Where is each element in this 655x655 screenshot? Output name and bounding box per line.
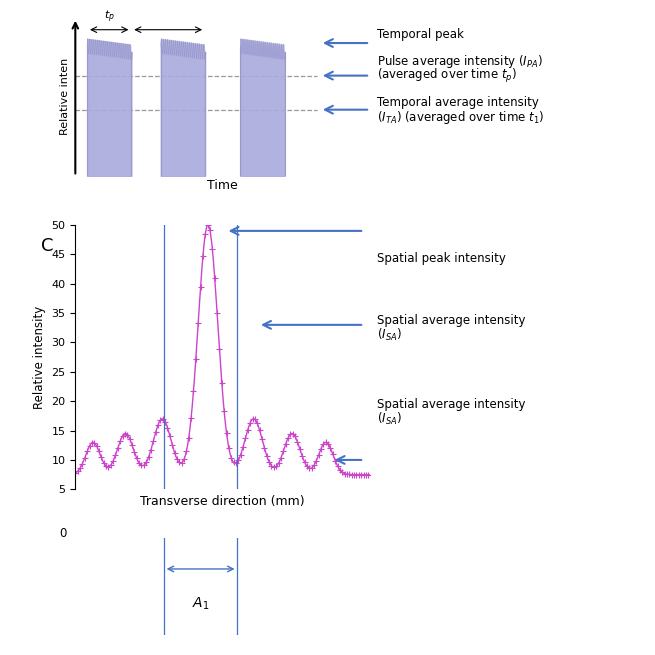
Text: Temporal peak: Temporal peak [377, 28, 464, 41]
Text: 0: 0 [59, 527, 67, 540]
Text: Spatial peak intensity: Spatial peak intensity [377, 252, 506, 265]
Text: Spatial average intensity: Spatial average intensity [377, 314, 525, 328]
X-axis label: Time: Time [208, 179, 238, 192]
Text: ($I_{TA}$) (averaged over time $t_1$): ($I_{TA}$) (averaged over time $t_1$) [377, 109, 544, 126]
Text: Temporal average intensity: Temporal average intensity [377, 96, 538, 109]
Text: ($I_{SA}$): ($I_{SA}$) [377, 328, 402, 343]
Text: Spatial average intensity: Spatial average intensity [377, 398, 525, 411]
Text: (averaged over time $t_p$): (averaged over time $t_p$) [377, 67, 517, 85]
Text: Pulse average intensity ($I_{PA}$): Pulse average intensity ($I_{PA}$) [377, 53, 542, 70]
Text: ($I_{SA}$): ($I_{SA}$) [377, 411, 402, 427]
Text: $A_1$: $A_1$ [192, 595, 210, 612]
Text: $t_p$: $t_p$ [103, 9, 115, 26]
X-axis label: Transverse direction (mm): Transverse direction (mm) [140, 495, 305, 508]
Text: C: C [41, 237, 53, 255]
Y-axis label: Relative inten: Relative inten [60, 58, 70, 135]
Y-axis label: Relative intensity: Relative intensity [33, 305, 46, 409]
